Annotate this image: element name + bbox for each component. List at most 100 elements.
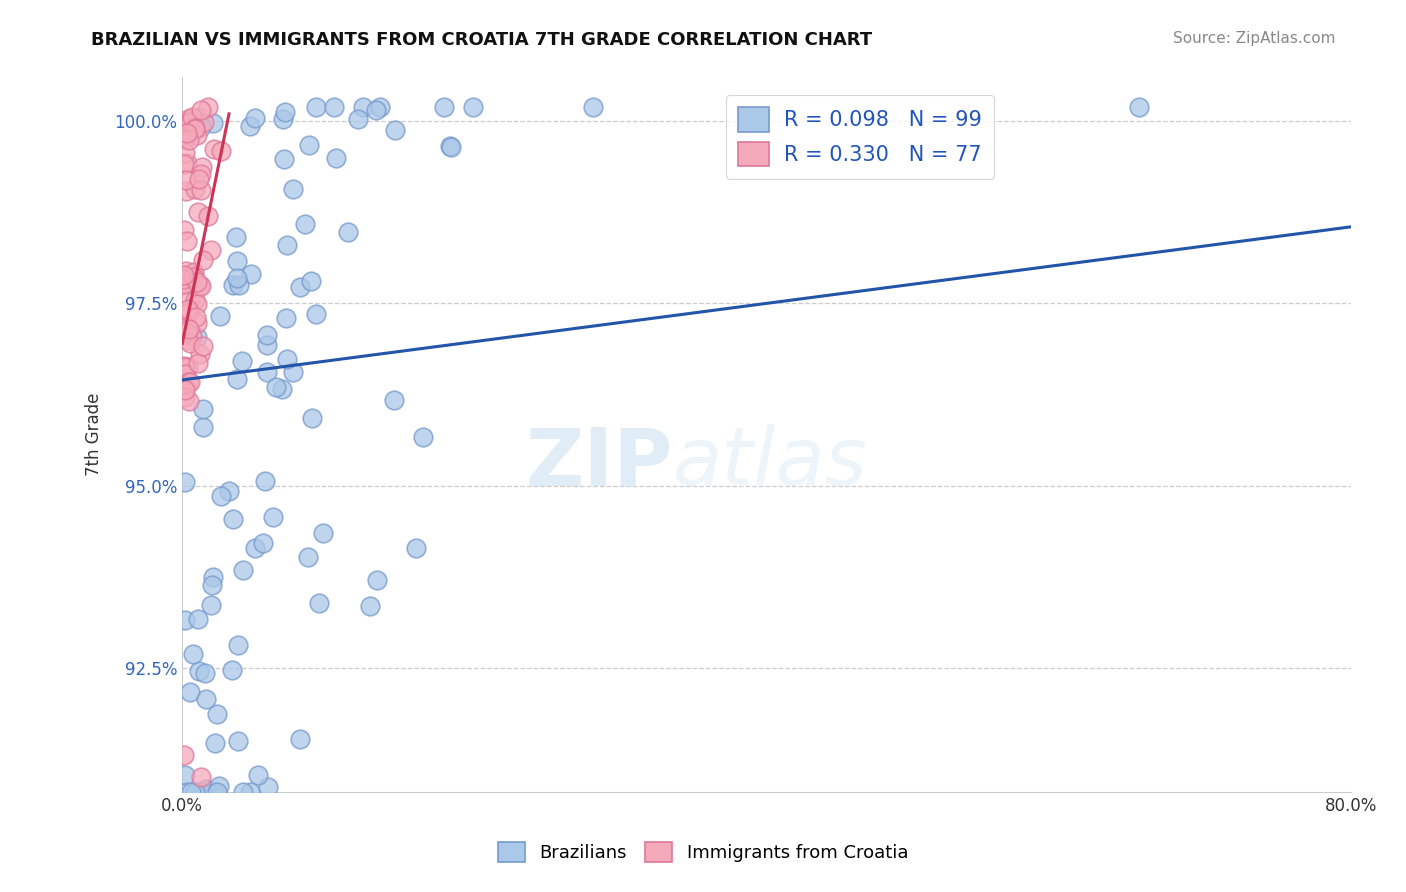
Point [190, 103, 212, 118]
Point [173, 157, 195, 171]
Point [176, 126, 198, 140]
Point [190, 278, 212, 293]
Point [299, 274, 322, 288]
Point [200, 598, 222, 612]
Legend: Brazilians, Immigrants from Croatia: Brazilians, Immigrants from Croatia [491, 834, 915, 870]
Point [276, 237, 298, 252]
Point [194, 665, 217, 680]
Point [231, 353, 253, 368]
Point [288, 279, 311, 293]
Point [209, 309, 232, 323]
Point [440, 140, 463, 154]
Point [256, 327, 278, 342]
Point [173, 272, 195, 286]
Point [191, 401, 214, 416]
Point [264, 380, 287, 394]
Point [195, 781, 218, 796]
Point [186, 275, 208, 289]
Point [225, 230, 247, 244]
Point [294, 217, 316, 231]
Point [191, 160, 214, 174]
Point [239, 120, 262, 134]
Point [243, 111, 266, 125]
Point [243, 541, 266, 555]
Point [382, 392, 405, 407]
Point [183, 269, 205, 284]
Point [226, 254, 249, 268]
Point [246, 768, 269, 782]
Point [177, 115, 200, 129]
Point [177, 302, 200, 317]
Point [208, 779, 231, 793]
Point [239, 267, 262, 281]
Point [177, 360, 200, 375]
Point [202, 142, 225, 156]
Point [181, 110, 204, 124]
Point [177, 133, 200, 147]
Point [273, 152, 295, 166]
Point [582, 99, 605, 113]
Point [188, 172, 211, 186]
Point [257, 780, 280, 794]
Point [186, 310, 208, 325]
Point [180, 785, 202, 799]
Point [194, 692, 217, 706]
Point [288, 732, 311, 747]
Point [298, 138, 321, 153]
Point [187, 110, 209, 124]
Point [432, 99, 454, 113]
Point [187, 205, 209, 219]
Point [262, 509, 284, 524]
Point [176, 325, 198, 339]
Point [281, 365, 304, 379]
Point [323, 99, 346, 113]
Point [186, 316, 208, 330]
Point [174, 379, 197, 393]
Point [190, 120, 212, 135]
Text: atlas: atlas [673, 424, 868, 502]
Point [366, 573, 388, 587]
Point [174, 146, 197, 161]
Legend: R = 0.098   N = 99, R = 0.330   N = 77: R = 0.098 N = 99, R = 0.330 N = 77 [725, 95, 994, 178]
Point [173, 321, 195, 335]
Point [174, 367, 197, 381]
Point [173, 359, 195, 373]
Point [180, 327, 202, 342]
Point [180, 115, 202, 129]
Point [183, 265, 205, 279]
Point [190, 167, 212, 181]
Point [239, 785, 262, 799]
Point [181, 269, 204, 284]
Point [186, 329, 208, 343]
Point [188, 664, 211, 678]
Point [184, 293, 207, 307]
Point [201, 116, 224, 130]
Point [347, 112, 370, 126]
Point [301, 410, 323, 425]
Point [173, 268, 195, 282]
Point [184, 785, 207, 799]
Point [218, 484, 240, 499]
Point [181, 647, 204, 661]
Point [209, 145, 232, 159]
Point [228, 278, 250, 293]
Point [179, 375, 201, 389]
Point [191, 252, 214, 267]
Point [232, 563, 254, 577]
Point [177, 320, 200, 334]
Point [226, 638, 249, 652]
Point [202, 785, 225, 799]
Point [186, 128, 208, 143]
Point [176, 376, 198, 390]
Point [176, 156, 198, 170]
Point [174, 185, 197, 199]
Point [352, 99, 374, 113]
Point [366, 103, 388, 117]
Text: BRAZILIAN VS IMMIGRANTS FROM CROATIA 7TH GRADE CORRELATION CHART: BRAZILIAN VS IMMIGRANTS FROM CROATIA 7TH… [91, 31, 873, 49]
Point [191, 420, 214, 434]
Point [174, 613, 197, 627]
Point [179, 684, 201, 698]
Point [197, 99, 219, 113]
Point [174, 269, 197, 284]
Text: Source: ZipAtlas.com: Source: ZipAtlas.com [1173, 31, 1336, 46]
